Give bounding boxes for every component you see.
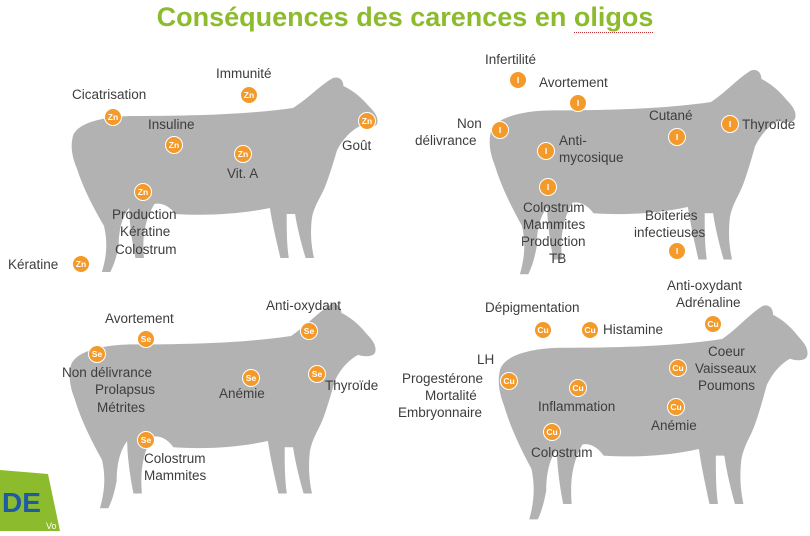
i-badge-boiteries: I (668, 242, 686, 260)
i-label-delivrance: délivrance (415, 133, 477, 148)
logo-subtext: Vo (46, 521, 57, 531)
cu-label-adrenaline: Adrénaline (676, 295, 741, 310)
cu-label-embryonnaire: Embryonnaire (398, 405, 483, 420)
zn-badge-immunite: Zn (240, 86, 258, 104)
zn-label-production: Production (112, 207, 177, 222)
cu-label-poumons: Poumons (698, 378, 756, 393)
panel-zinc: Zn Zn Zn Zn Zn Zn Zn Cicatrisation Immun… (0, 60, 400, 280)
cu-label-depigmentation: Dépigmentation (485, 300, 580, 315)
cu-label-coeur: Coeur (708, 344, 745, 359)
i-label-cutane: Cutané (649, 108, 693, 123)
i-label-avortement: Avortement (539, 75, 608, 90)
zn-label-vita: Vit. A (227, 166, 259, 181)
zn-label-immunite: Immunité (216, 66, 272, 81)
logo-text: DE (2, 487, 41, 518)
i-label-thyroide: Thyroïde (742, 117, 796, 132)
se-badge-avortement: Se (137, 330, 155, 348)
se-badge-colostrum: Se (137, 431, 155, 449)
i-badge-antimycosique: I (537, 142, 555, 160)
cu-label-progesterone: Progestérone (402, 371, 484, 386)
se-label-avortement: Avortement (105, 311, 174, 326)
i-badge-cutane: I (668, 128, 686, 146)
i-label-mycosique: mycosique (559, 150, 624, 165)
zn-label-cicatrisation: Cicatrisation (72, 87, 147, 102)
se-label-antioxydant: Anti-oxydant (266, 298, 342, 313)
cu-label-mortalite: Mortalité (425, 388, 477, 403)
cu-label-colostrum: Colostrum (531, 445, 593, 460)
i-label-non: Non (457, 116, 482, 131)
cu-label-lh: LH (477, 352, 495, 367)
i-label-infertilite: Infertilité (485, 52, 537, 67)
zn-badge-gout: Zn (358, 112, 376, 130)
cu-badge-lh: Cu (500, 372, 518, 390)
cu-label-antioxydant: Anti-oxydant (667, 278, 743, 293)
zn-label-gout: Goût (342, 138, 372, 153)
se-label-anemie: Anémie (219, 386, 265, 401)
i-label-mammites: Mammites (523, 217, 586, 232)
cu-label-anemie: Anémie (651, 418, 697, 433)
cu-badge-coeur: Cu (669, 359, 687, 377)
cu-label-histamine: Histamine (603, 322, 664, 337)
cu-badge-histamine: Cu (581, 321, 599, 339)
zn-label-insuline: Insuline (148, 117, 195, 132)
se-label-metrites: Métrites (97, 400, 146, 415)
cu-badge-antioxydant: Cu (704, 315, 722, 333)
cow-silhouette-zinc (71, 77, 378, 272)
title-text: Conséquences des carences en (156, 2, 574, 32)
title-oligos: oligos (573, 2, 654, 33)
zn-badge-production: Zn (134, 183, 152, 201)
zn-badge-vita: Zn (234, 145, 252, 163)
cu-badge-inflammation: Cu (569, 379, 587, 397)
panel-selenium: Se Se Se Se Se Se Avortement Anti-oxydan… (0, 290, 400, 531)
zn-badge-insuline: Zn (165, 136, 183, 154)
se-label-colostrum: Colostrum (144, 451, 206, 466)
i-label-anti: Anti- (559, 133, 587, 148)
i-label-infectieuses: infectieuses (634, 225, 706, 240)
cow-silhouette-selenium (69, 303, 376, 509)
i-label-production: Production (521, 234, 586, 249)
panel-iode: I I I I I I I I Infertilité Avortement N… (405, 50, 810, 280)
i-badge-avortement: I (569, 94, 587, 112)
se-label-mammites: Mammites (144, 468, 207, 483)
se-label-prolapsus: Prolapsus (95, 382, 156, 397)
i-badge-infertilite: I (509, 71, 527, 89)
page-title: Conséquences des carences en oligos (0, 0, 810, 34)
se-label-nondelivrance: Non délivrance (62, 365, 153, 380)
cu-label-vaisseaux: Vaisseaux (695, 361, 757, 376)
panel-cuivre: Cu Cu Cu Cu Cu Cu Cu Cu Dépigmentation A… (395, 275, 810, 531)
se-badge-nondelivrance: Se (88, 345, 106, 363)
i-badge-thyroide: I (721, 115, 739, 133)
zn-label-keratine-2: Kératine (8, 257, 59, 272)
i-badge-colostrum: I (539, 178, 557, 196)
se-badge-anemie: Se (242, 369, 260, 387)
i-label-tb: TB (549, 251, 567, 266)
cu-label-inflammation: Inflammation (538, 399, 616, 414)
cu-badge-colostrum: Cu (543, 423, 561, 441)
zn-badge-cicatrisation: Zn (104, 108, 122, 126)
brand-logo: DE Vo (0, 470, 60, 531)
i-badge-non-delivrance: I (491, 121, 509, 139)
zn-label-keratine-1: Kératine (120, 224, 171, 239)
cu-badge-anemie: Cu (667, 398, 685, 416)
zn-badge-keratine: Zn (72, 255, 90, 273)
se-label-thyroide: Thyroïde (325, 378, 379, 393)
i-label-colostrum: Colostrum (523, 200, 585, 215)
se-badge-thyroide: Se (308, 365, 326, 383)
zn-label-colostrum: Colostrum (115, 242, 177, 257)
i-label-boiteries: Boiteries (645, 208, 698, 223)
se-badge-antioxydant: Se (300, 322, 318, 340)
cu-badge-depigmentation: Cu (534, 321, 552, 339)
